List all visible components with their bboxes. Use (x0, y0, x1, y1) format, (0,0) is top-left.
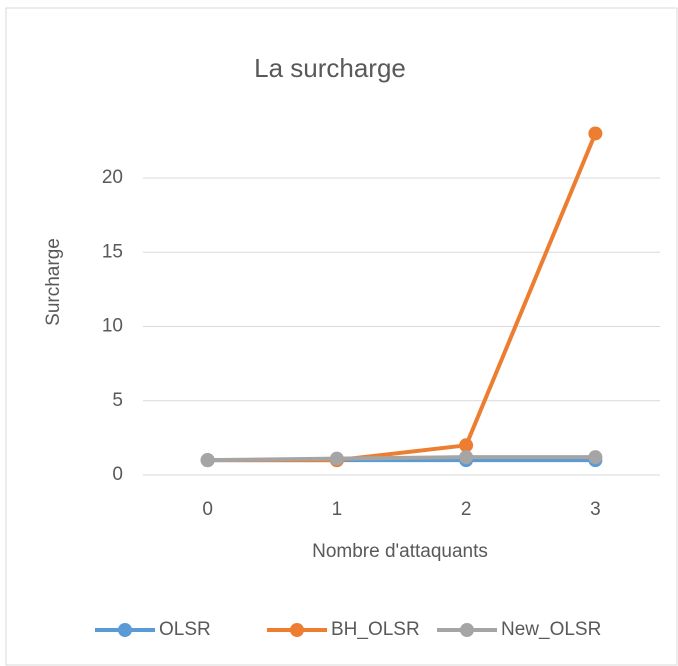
y-tick-label: 15 (102, 241, 123, 262)
chart-title: La surcharge (254, 53, 406, 83)
x-tick-label: 0 (202, 499, 213, 520)
legend-marker (460, 623, 474, 637)
legend-marker (118, 623, 132, 637)
data-point (588, 450, 603, 465)
x-tick-label: 3 (590, 499, 601, 520)
legend-marker (290, 623, 304, 637)
data-point (459, 450, 474, 465)
legend-label: New_OLSR (501, 619, 601, 640)
x-axis-label: Nombre d'attaquants (312, 541, 488, 562)
legend-label: BH_OLSR (331, 619, 420, 640)
y-tick-label: 0 (112, 464, 123, 485)
data-point (200, 453, 215, 468)
y-axis-label: Surcharge (43, 238, 64, 326)
y-tick-label: 5 (112, 390, 123, 411)
y-tick-label: 10 (102, 316, 123, 337)
legend-label: OLSR (159, 619, 211, 640)
y-tick-label: 20 (102, 167, 123, 188)
chart-frame (5, 7, 678, 666)
series-line (207, 455, 596, 463)
x-tick-label: 2 (461, 499, 472, 520)
x-tick-label: 1 (332, 499, 343, 520)
data-point (329, 451, 344, 466)
data-point (588, 126, 603, 141)
data-point (459, 438, 474, 453)
